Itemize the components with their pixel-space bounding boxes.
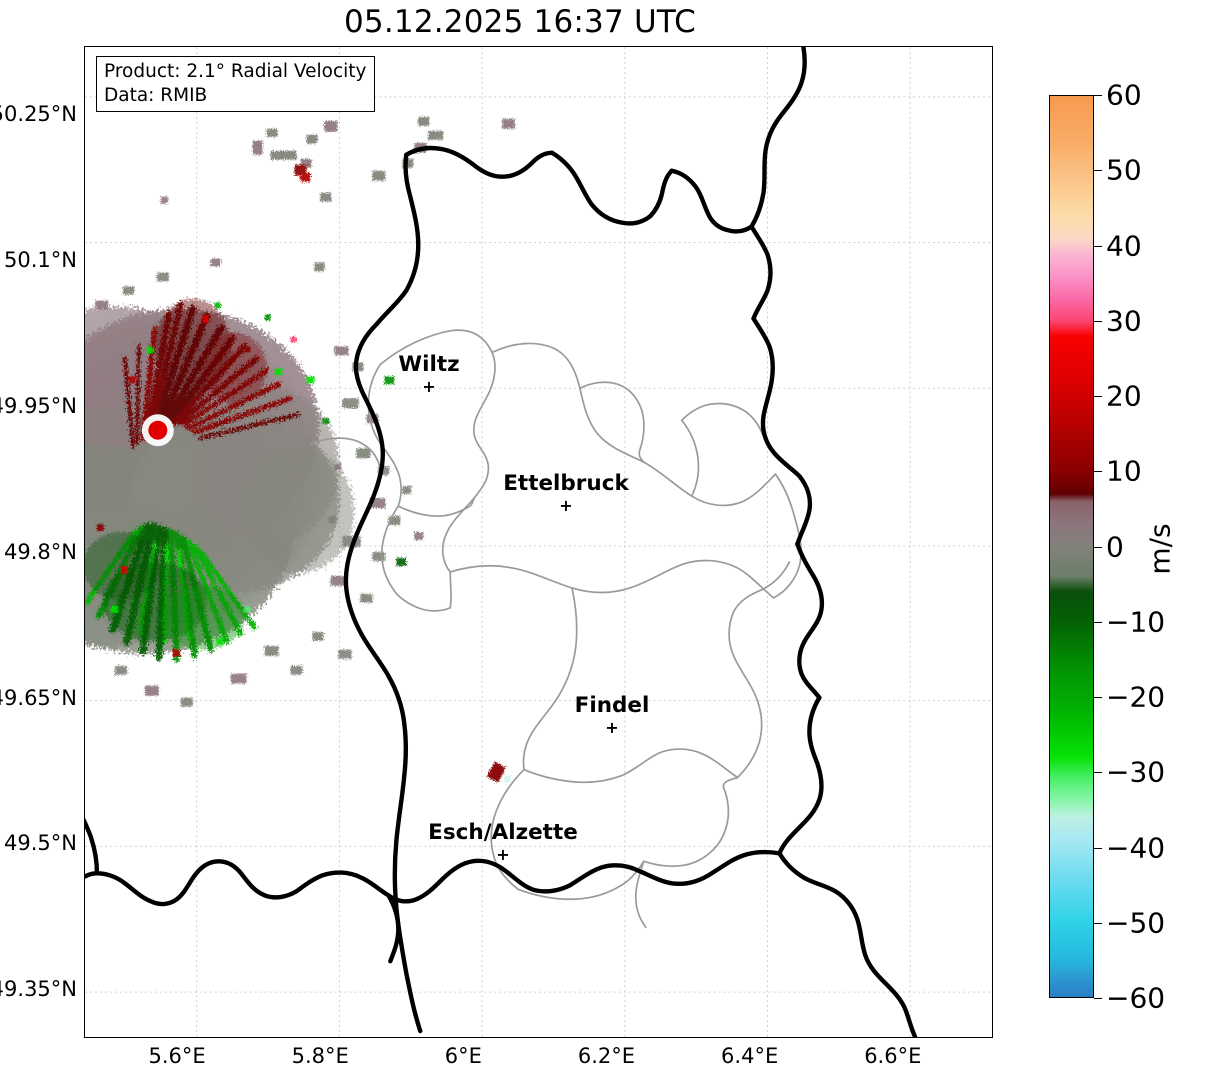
city-marker-icon: + — [422, 376, 436, 396]
x-axis-labels: 5.6°E 5.8°E 6°E 6.2°E 6.4°E 6.6°E — [84, 1042, 993, 1082]
y-tick-label-6: 49.35°N — [0, 977, 77, 1002]
x-tick-label-5: 6.6°E — [864, 1044, 922, 1068]
city-marker-icon: + — [496, 844, 510, 864]
city-name: Wiltz — [398, 352, 460, 377]
national-borders — [85, 47, 918, 1037]
y-tick-label-0: 50.25°N — [0, 102, 77, 127]
colorbar-tick-8 — [1094, 697, 1102, 698]
colorbar-unit-label: m/s — [1143, 523, 1177, 575]
colorbar-tick-label-12: −60 — [1106, 981, 1166, 1015]
colorbar-tick-label-4: 20 — [1106, 379, 1142, 413]
colorbar-tick-9 — [1094, 772, 1102, 774]
colorbar-tick-label-10: −40 — [1106, 831, 1166, 864]
colorbar-tick-label-11: −50 — [1106, 906, 1166, 940]
radar-map-plot[interactable]: Product: 2.1° Radial Velocity Data: RMIB… — [84, 46, 993, 1038]
colorbar-tick-4 — [1094, 396, 1102, 397]
city-name: Esch/Alzette — [428, 820, 578, 845]
colorbar-tick-6 — [1094, 546, 1102, 548]
y-tick-label-3: 49.8°N — [4, 539, 77, 564]
colorbar-tick-10 — [1094, 847, 1102, 849]
colorbar-tick-7 — [1094, 621, 1102, 623]
colorbar-gradient — [1050, 96, 1093, 997]
colorbar-tick-12 — [1094, 998, 1102, 999]
colorbar-tick-label-2: 40 — [1106, 229, 1142, 262]
x-tick-label-4: 6.4°E — [721, 1044, 779, 1068]
colorbar-tick-1 — [1094, 170, 1102, 172]
y-tick-label-5: 49.5°N — [4, 831, 77, 856]
x-tick-label-3: 6.2°E — [577, 1044, 636, 1068]
city-name: Ettelbruck — [503, 471, 629, 496]
colorbar-tick-5 — [1094, 471, 1102, 473]
x-tick-label-2: 6°E — [444, 1044, 482, 1068]
x-tick-label-1: 5.8°E — [291, 1044, 349, 1068]
colorbar-tick-label-0: 60 — [1106, 78, 1142, 112]
colorbar-tick-label-7: −10 — [1106, 605, 1166, 639]
city-label-esch-alzette: Esch/Alzette + — [428, 822, 578, 863]
y-axis-labels: 50.25°N 50.1°N 49.95°N 49.8°N 49.65°N 49.5°N 4… — [0, 46, 78, 1038]
colorbar-tick-0 — [1094, 95, 1102, 96]
colorbar-tick-label-6: 0 — [1106, 530, 1124, 563]
colorbar-tick-11 — [1094, 922, 1102, 924]
colorbar — [1049, 95, 1094, 998]
x-tick-label-0: 5.6°E — [148, 1044, 206, 1068]
y-tick-label-4: 49.65°N — [0, 685, 77, 710]
map-canvas — [85, 47, 992, 1037]
colorbar-tick-labels: 60 50 40 30 20 10 0 −10 −20 −30 −40 −50 −60 — [1094, 79, 1204, 1015]
city-marker-icon: + — [559, 495, 573, 515]
city-label-findel: Findel + — [575, 695, 650, 736]
colorbar-tick-label-8: −20 — [1106, 680, 1166, 714]
colorbar-tick-label-1: 50 — [1106, 153, 1142, 187]
page-title: 05.12.2025 16:37 UTC — [344, 4, 696, 40]
city-label-ettelbruck: Ettelbruck + — [503, 473, 629, 514]
product-info-box: Product: 2.1° Radial Velocity Data: RMIB — [96, 56, 375, 113]
colorbar-tick-label-9: −30 — [1106, 755, 1166, 789]
colorbar-tick-2 — [1094, 245, 1102, 247]
y-tick-label-1: 50.1°N — [4, 247, 77, 272]
colorbar-tick-3 — [1094, 320, 1102, 322]
colorbar-tick-label-5: 10 — [1106, 454, 1142, 488]
canton-boundaries — [309, 329, 802, 929]
city-marker-icon: + — [605, 717, 619, 737]
radar-echo-field — [85, 116, 516, 783]
city-name: Findel — [574, 693, 650, 718]
product-line: Product: 2.1° Radial Velocity — [104, 61, 367, 82]
radar-site-marker — [141, 414, 174, 447]
y-tick-label-2: 49.95°N — [0, 393, 77, 418]
colorbar-tick-label-3: 30 — [1106, 304, 1142, 338]
city-label-wiltz: Wiltz + — [398, 354, 459, 395]
data-source-line: Data: RMIB — [104, 84, 208, 106]
